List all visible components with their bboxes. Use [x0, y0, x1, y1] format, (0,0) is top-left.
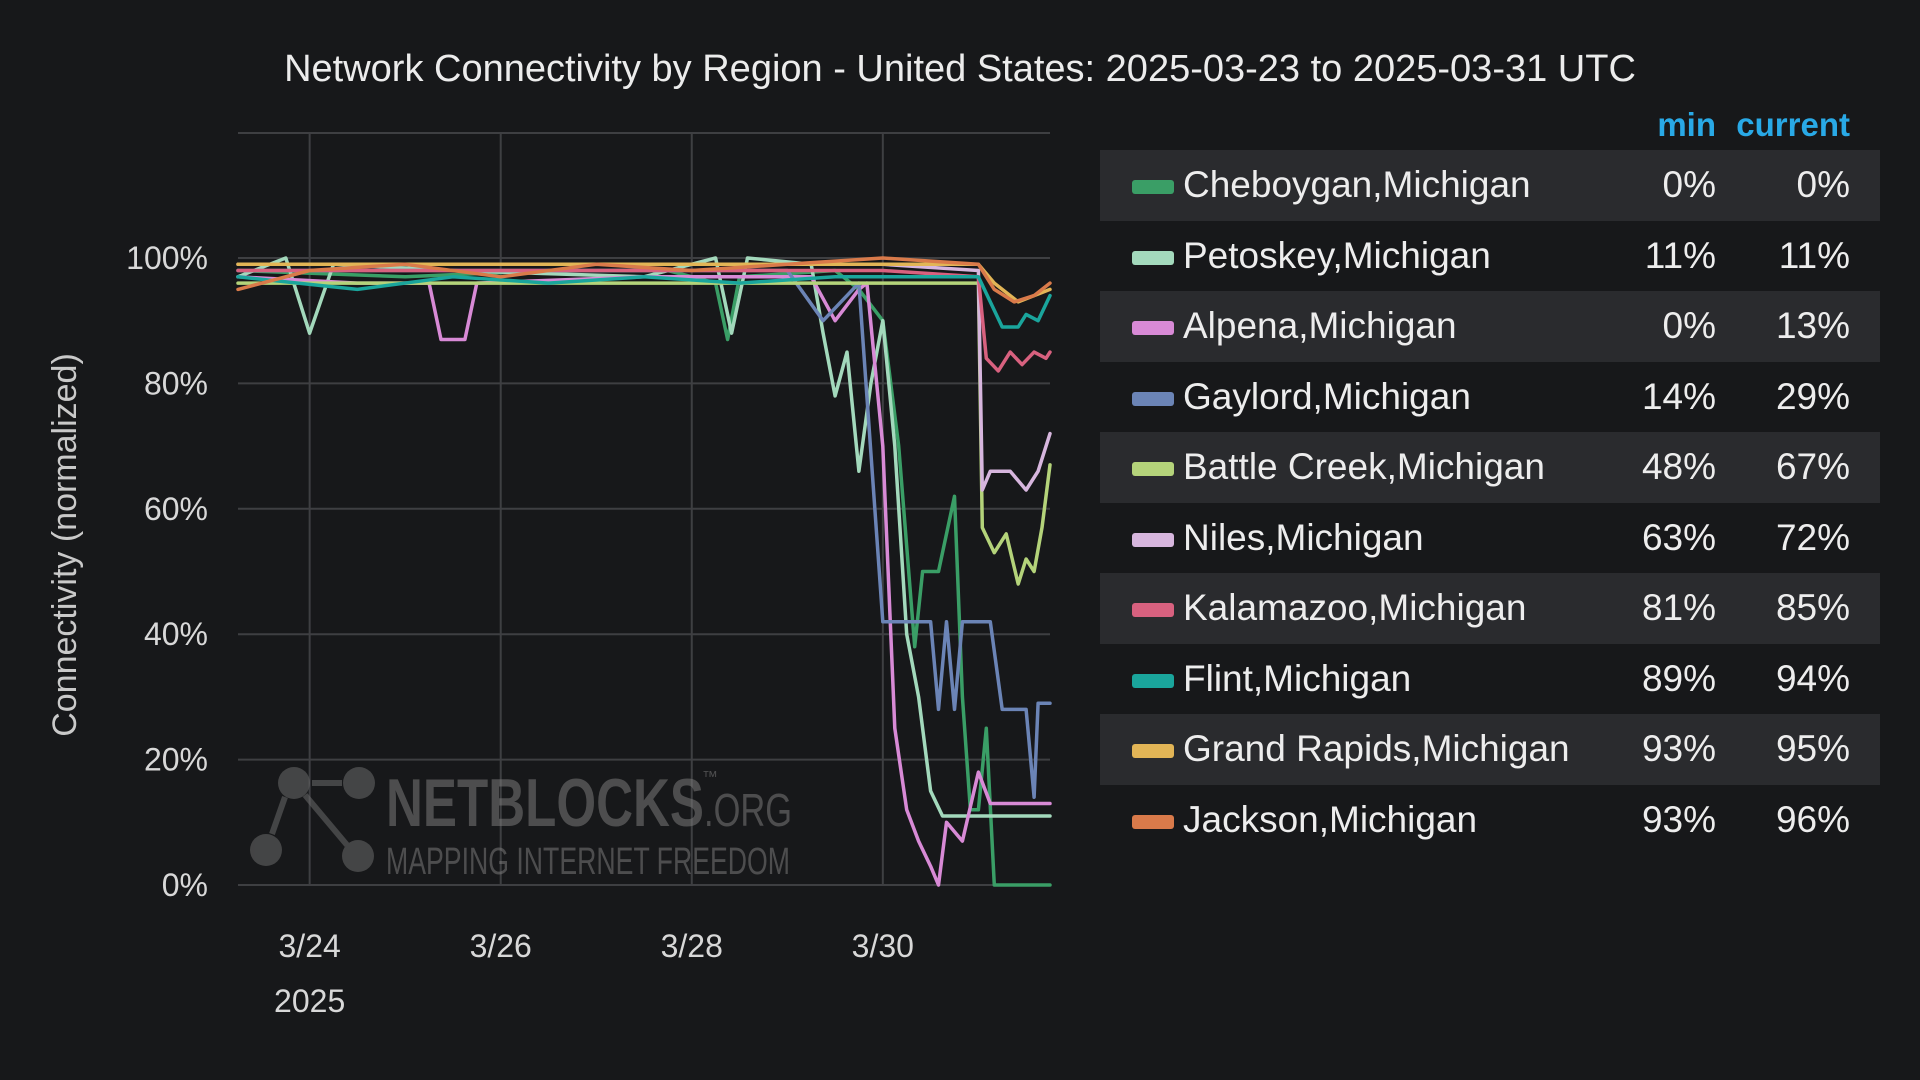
- legend-current-value: 29%: [1775, 375, 1850, 417]
- legend-swatch: [1132, 180, 1174, 194]
- y-tick-label: 40%: [144, 616, 208, 652]
- axis-labels: 0% 20% 40% 60% 80% 100% 3/24 2025 3/26 3/28 3/30: [126, 240, 914, 1019]
- legend-row[interactable]: Grand Rapids,Michigan 93% 95%: [1100, 714, 1880, 785]
- series-line-4: [236, 281, 1052, 586]
- legend-current-value: 11%: [1778, 234, 1850, 276]
- legend-current-value: 96%: [1775, 798, 1850, 840]
- legend-row[interactable]: Petoskey,Michigan 11% 11%: [1100, 221, 1880, 292]
- legend-row[interactable]: Battle Creek,Michigan 48% 67%: [1100, 432, 1880, 503]
- watermark-node-icon: [278, 767, 310, 799]
- legend-min-value: 11%: [1644, 234, 1716, 276]
- legend-series-name: Petoskey,Michigan: [1183, 234, 1491, 276]
- series-line-0: [236, 268, 1052, 887]
- legend-swatch: [1132, 462, 1174, 476]
- legend-row[interactable]: Niles,Michigan 63% 72%: [1100, 503, 1880, 574]
- legend-swatch: [1132, 744, 1174, 758]
- legend-swatch: [1132, 391, 1174, 406]
- legend-series-name: Gaylord,Michigan: [1183, 375, 1471, 417]
- legend-current-value: 0%: [1796, 164, 1850, 205]
- watermark-brand: NETBLOCKS: [386, 765, 704, 841]
- legend-current-value: 94%: [1775, 657, 1850, 699]
- legend-row[interactable]: Kalamazoo,Michigan 81% 85%: [1100, 573, 1880, 644]
- legend-series-name: Grand Rapids,Michigan: [1183, 728, 1570, 769]
- legend-series-name: Battle Creek,Michigan: [1183, 446, 1545, 487]
- watermark-link-icon: [269, 796, 288, 835]
- legend-swatch: [1132, 673, 1174, 688]
- legend-row[interactable]: Alpena,Michigan 0% 13%: [1100, 291, 1880, 362]
- series-layer: [236, 256, 1052, 887]
- chart-title: Network Connectivity by Region - United …: [284, 48, 1636, 90]
- x-tick-label: 3/30: [852, 928, 914, 964]
- watermark-tagline: MAPPING INTERNET FREEDOM: [386, 841, 790, 883]
- legend-min-header: min: [1657, 106, 1716, 143]
- watermark-org: .ORG: [704, 784, 792, 836]
- legend-series-name: Alpena,Michigan: [1183, 305, 1457, 346]
- series-line-1: [236, 256, 1052, 818]
- legend-series-name: Cheboygan,Michigan: [1183, 164, 1531, 205]
- legend-series-name: Niles,Michigan: [1183, 516, 1424, 558]
- legend-min-value: 0%: [1662, 305, 1716, 346]
- watermark-node-icon: [250, 834, 282, 866]
- series-line-2: [236, 275, 1052, 887]
- legend-row[interactable]: Gaylord,Michigan 14% 29%: [1100, 362, 1880, 433]
- series-line-5: [236, 262, 1052, 492]
- y-tick-label: 60%: [144, 491, 208, 527]
- legend-min-value: 93%: [1641, 798, 1716, 840]
- legend-swatch: [1132, 814, 1174, 829]
- legend-rows: Cheboygan,Michigan 0% 0% Petoskey,Michigan 1…: [1100, 150, 1880, 855]
- y-tick-label: 80%: [144, 365, 208, 401]
- legend-current-header: current: [1736, 106, 1850, 143]
- watermark-tm: ™: [702, 769, 718, 786]
- legend-min-value: 48%: [1641, 446, 1716, 487]
- legend-min-value: 81%: [1641, 587, 1716, 628]
- legend-row[interactable]: Flint,Michigan 89% 94%: [1100, 644, 1880, 715]
- watermark-link-icon: [302, 793, 350, 847]
- legend-series-name: Kalamazoo,Michigan: [1183, 587, 1527, 628]
- legend-header: min current: [1100, 100, 1880, 150]
- legend-current-value: 67%: [1775, 446, 1850, 487]
- chart-svg: NETBLOCKS ™ .ORG MAPPING INTERNET FREEDO…: [46, 132, 1052, 1019]
- netblocks-watermark: NETBLOCKS ™ .ORG MAPPING INTERNET FREEDO…: [250, 765, 792, 883]
- y-axis-label: Connectivity (normalized): [46, 353, 84, 737]
- legend-swatch: [1132, 603, 1174, 617]
- legend-row[interactable]: Cheboygan,Michigan 0% 0%: [1100, 150, 1880, 221]
- series-line-7: [236, 275, 1052, 329]
- legend-current-value: 95%: [1775, 728, 1850, 769]
- legend-swatch: [1132, 532, 1174, 547]
- legend-current-value: 13%: [1775, 305, 1850, 346]
- legend-min-value: 63%: [1641, 516, 1716, 558]
- legend: min current Cheboygan,Michigan 0% 0% Petosk…: [1100, 100, 1880, 855]
- y-tick-label: 20%: [144, 742, 208, 778]
- legend-min-value: 93%: [1641, 728, 1716, 769]
- legend-min-value: 0%: [1662, 164, 1716, 205]
- legend-current-value: 72%: [1775, 516, 1850, 558]
- x-tick-label: 3/28: [661, 928, 723, 964]
- y-tick-label: 0%: [162, 867, 208, 903]
- legend-current-value: 85%: [1775, 587, 1850, 628]
- x-tick-year: 2025: [274, 983, 345, 1019]
- legend-min-value: 14%: [1641, 375, 1716, 417]
- legend-min-value: 89%: [1641, 657, 1716, 699]
- legend-swatch: [1132, 250, 1174, 265]
- x-tick-label: 3/24: [279, 928, 341, 964]
- watermark-node-icon: [342, 840, 374, 872]
- series-line-9: [236, 256, 1052, 304]
- legend-series-name: Jackson,Michigan: [1183, 798, 1478, 840]
- x-tick-label: 3/26: [470, 928, 532, 964]
- legend-swatch: [1132, 321, 1174, 335]
- legend-row[interactable]: Jackson,Michigan 93% 96%: [1100, 785, 1880, 856]
- series-line-6: [236, 268, 1052, 373]
- grid: [238, 132, 1050, 886]
- legend-series-name: Flint,Michigan: [1183, 657, 1412, 699]
- series-line-3: [236, 268, 1052, 799]
- watermark-node-icon: [343, 767, 375, 799]
- y-tick-label: 100%: [126, 240, 208, 276]
